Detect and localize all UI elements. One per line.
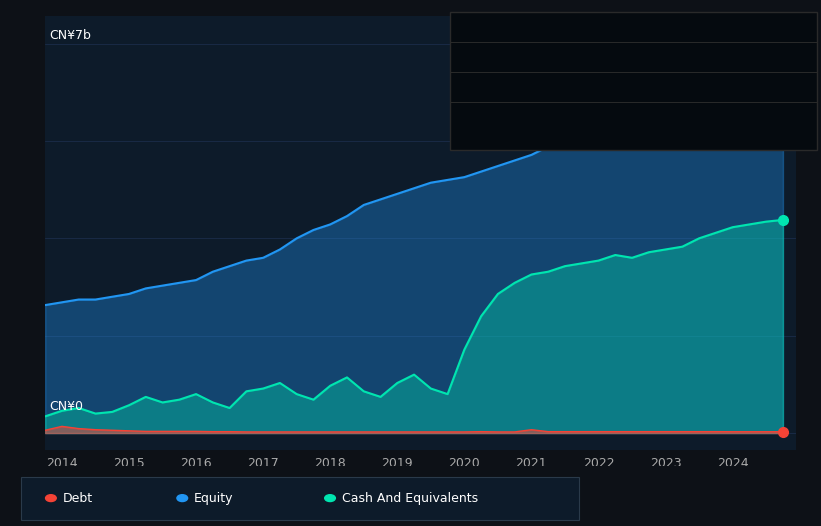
Text: CN¥0: CN¥0 xyxy=(49,400,83,413)
Text: CN¥23.514m: CN¥23.514m xyxy=(626,50,704,64)
Text: CN¥6.966b: CN¥6.966b xyxy=(626,80,692,94)
Text: Cash And Equivalents: Cash And Equivalents xyxy=(342,492,478,504)
Text: Sep 30 2024: Sep 30 2024 xyxy=(458,21,543,34)
Text: Equity: Equity xyxy=(458,80,496,94)
Text: 0.3%: 0.3% xyxy=(626,95,659,108)
Text: CN¥3.831b: CN¥3.831b xyxy=(626,110,691,124)
Text: Equity: Equity xyxy=(194,492,233,504)
Text: Debt/Equity Ratio: Debt/Equity Ratio xyxy=(658,95,766,108)
Text: CN¥7b: CN¥7b xyxy=(49,29,91,42)
Text: Cash And Equivalents: Cash And Equivalents xyxy=(458,110,587,124)
Text: Debt: Debt xyxy=(62,492,93,504)
Text: Debt: Debt xyxy=(458,50,487,64)
